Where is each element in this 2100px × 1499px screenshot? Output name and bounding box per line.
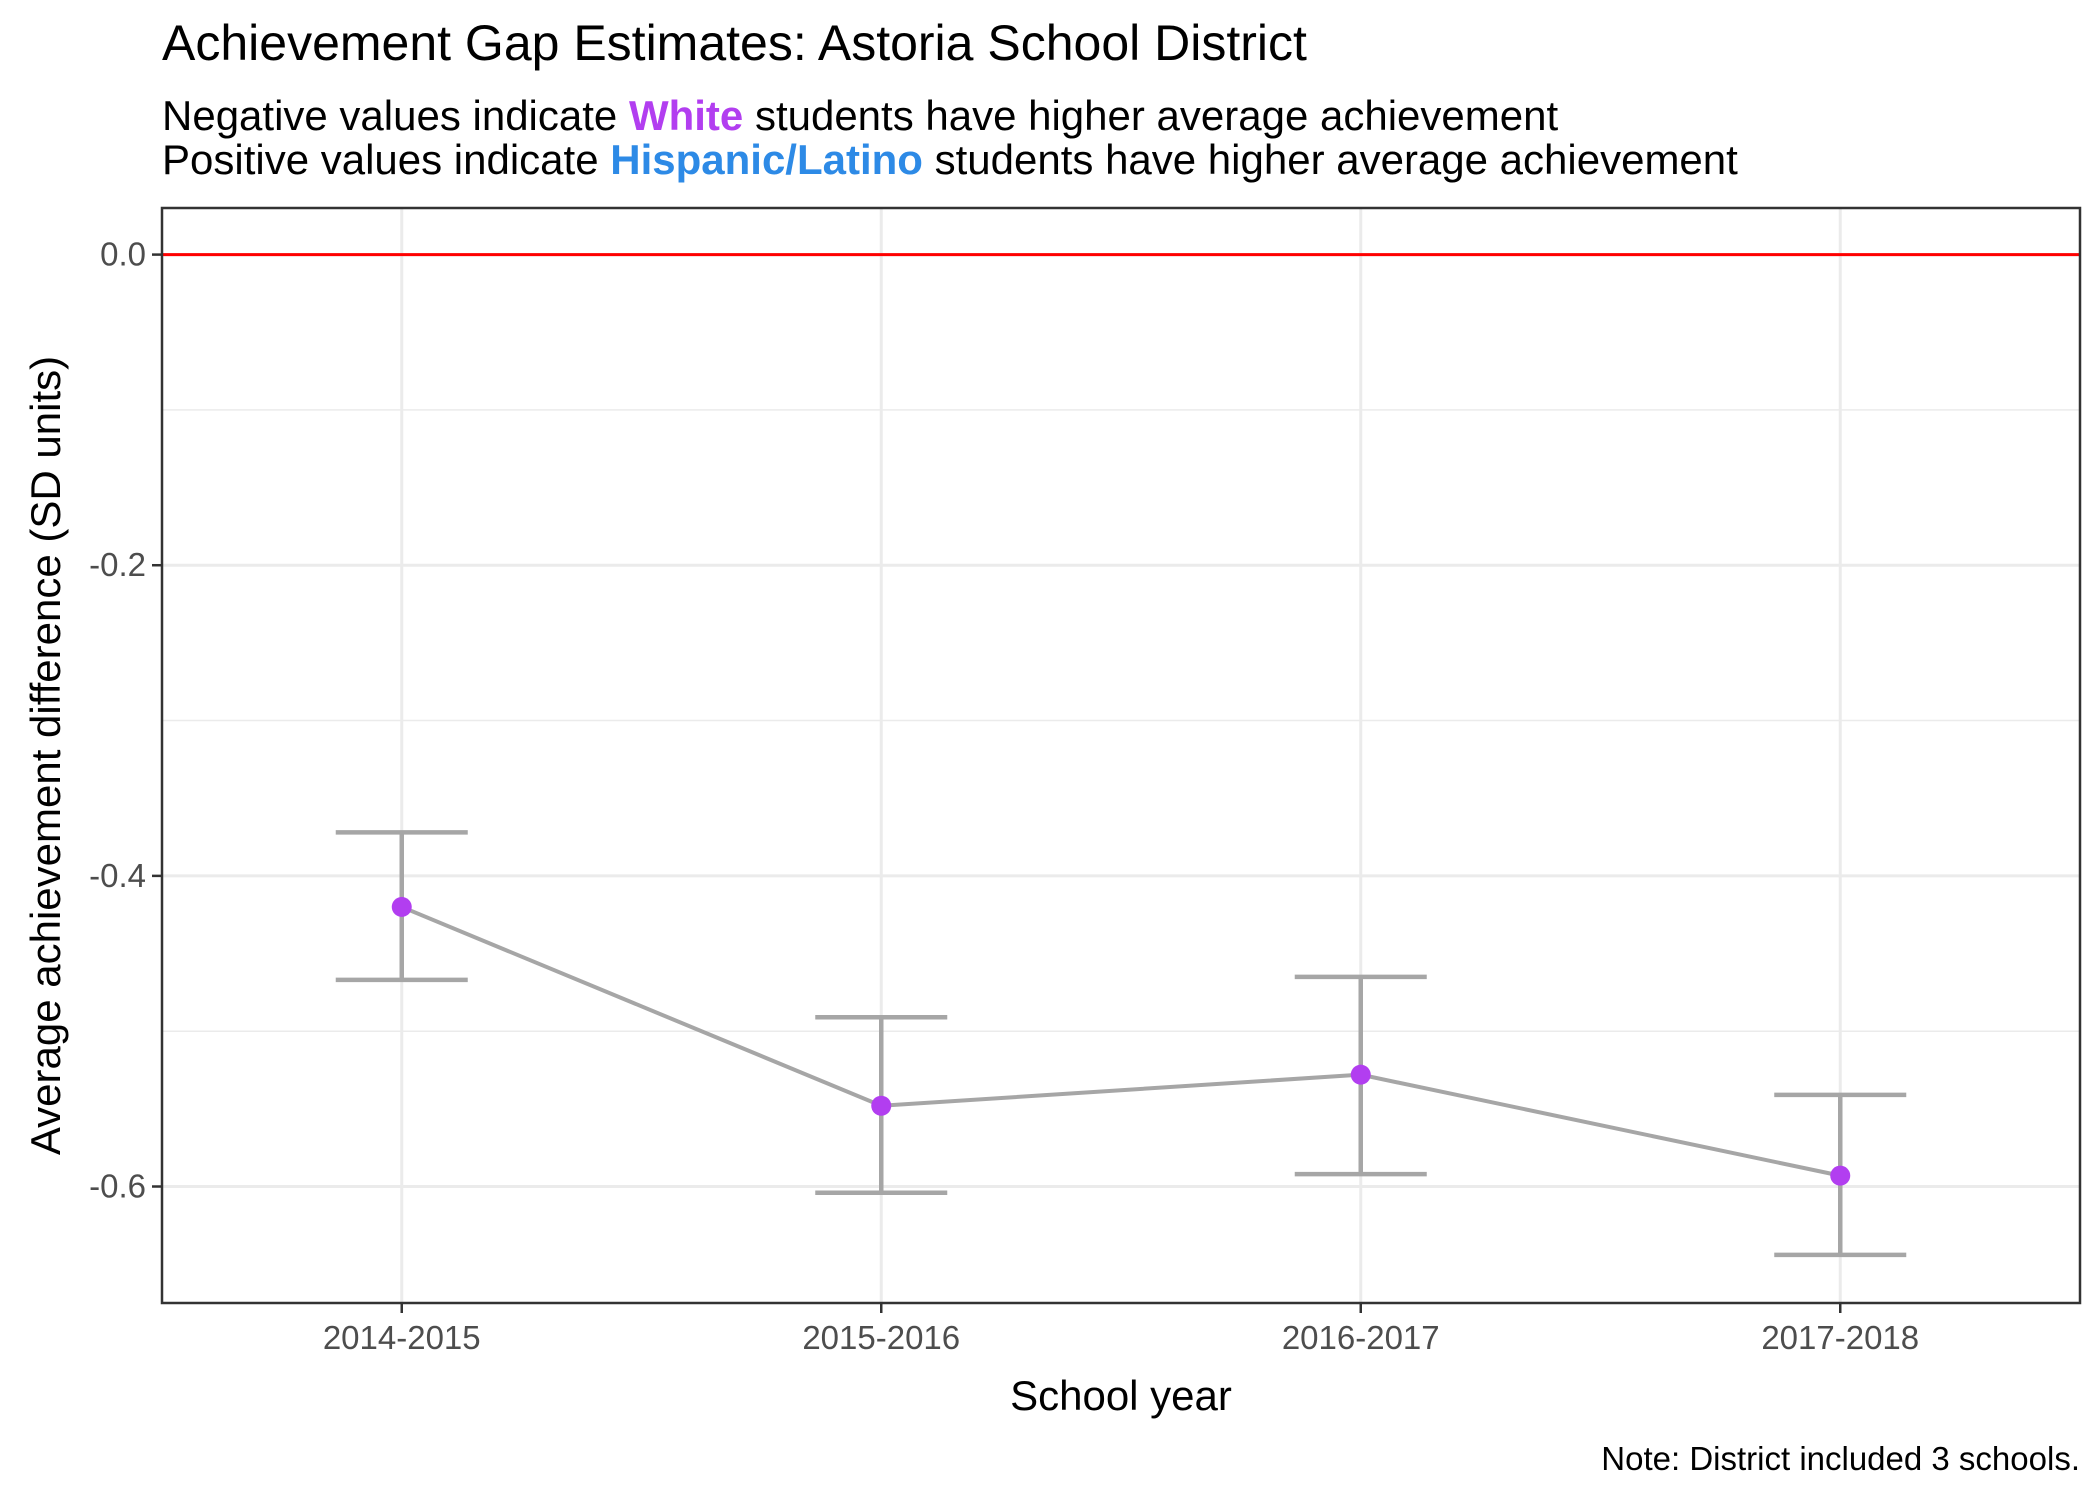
data-point [1830, 1165, 1851, 1186]
data-point [391, 896, 412, 917]
subtitle-2-before: Positive values indicate [162, 136, 599, 183]
x-tick-label: 2015-2016 [802, 1319, 960, 1356]
subtitle-line-1: Negative values indicate White students … [162, 92, 1558, 140]
subtitle-highlight-white: White [628, 92, 744, 139]
x-tick-label: 2017-2018 [1761, 1319, 1919, 1356]
y-axis-title: Average achievement difference (SD units… [22, 356, 69, 1155]
y-tick-label: -0.6 [89, 1168, 146, 1205]
series-layer [335, 830, 1907, 1258]
subtitle-1-after: students have higher average achievement [754, 92, 1559, 139]
x-tick-label: 2014-2015 [323, 1319, 481, 1356]
panel-border [160, 206, 2082, 1305]
grid-layer [162, 208, 2080, 1303]
subtitle-highlight-hispanic: Hispanic/Latino [610, 136, 923, 183]
y-tick-label: -0.2 [89, 546, 146, 583]
data-point [871, 1095, 892, 1116]
data-point [1350, 1064, 1371, 1085]
series-line [400, 905, 1841, 1178]
subtitle-2-after: students have higher average achievement [934, 136, 1738, 183]
y-tick-label: 0.0 [100, 236, 146, 273]
footnote: Note: District included 3 schools. [1601, 1440, 2080, 1477]
chart-title: Achievement Gap Estimates: Astoria Schoo… [162, 15, 1307, 71]
axis-layer: 0.0 -0.2 -0.4 -0.6 2014-2015 2015-2016 2016-20… [89, 236, 1919, 1356]
y-tick-label: -0.4 [89, 857, 146, 894]
subtitle-line-2: Positive values indicate Hispanic/Latino… [162, 136, 1738, 184]
x-tick-label: 2016-2017 [1282, 1319, 1440, 1356]
x-axis-title: School year [1010, 1372, 1232, 1419]
subtitle-1-before: Negative values indicate [162, 92, 618, 139]
